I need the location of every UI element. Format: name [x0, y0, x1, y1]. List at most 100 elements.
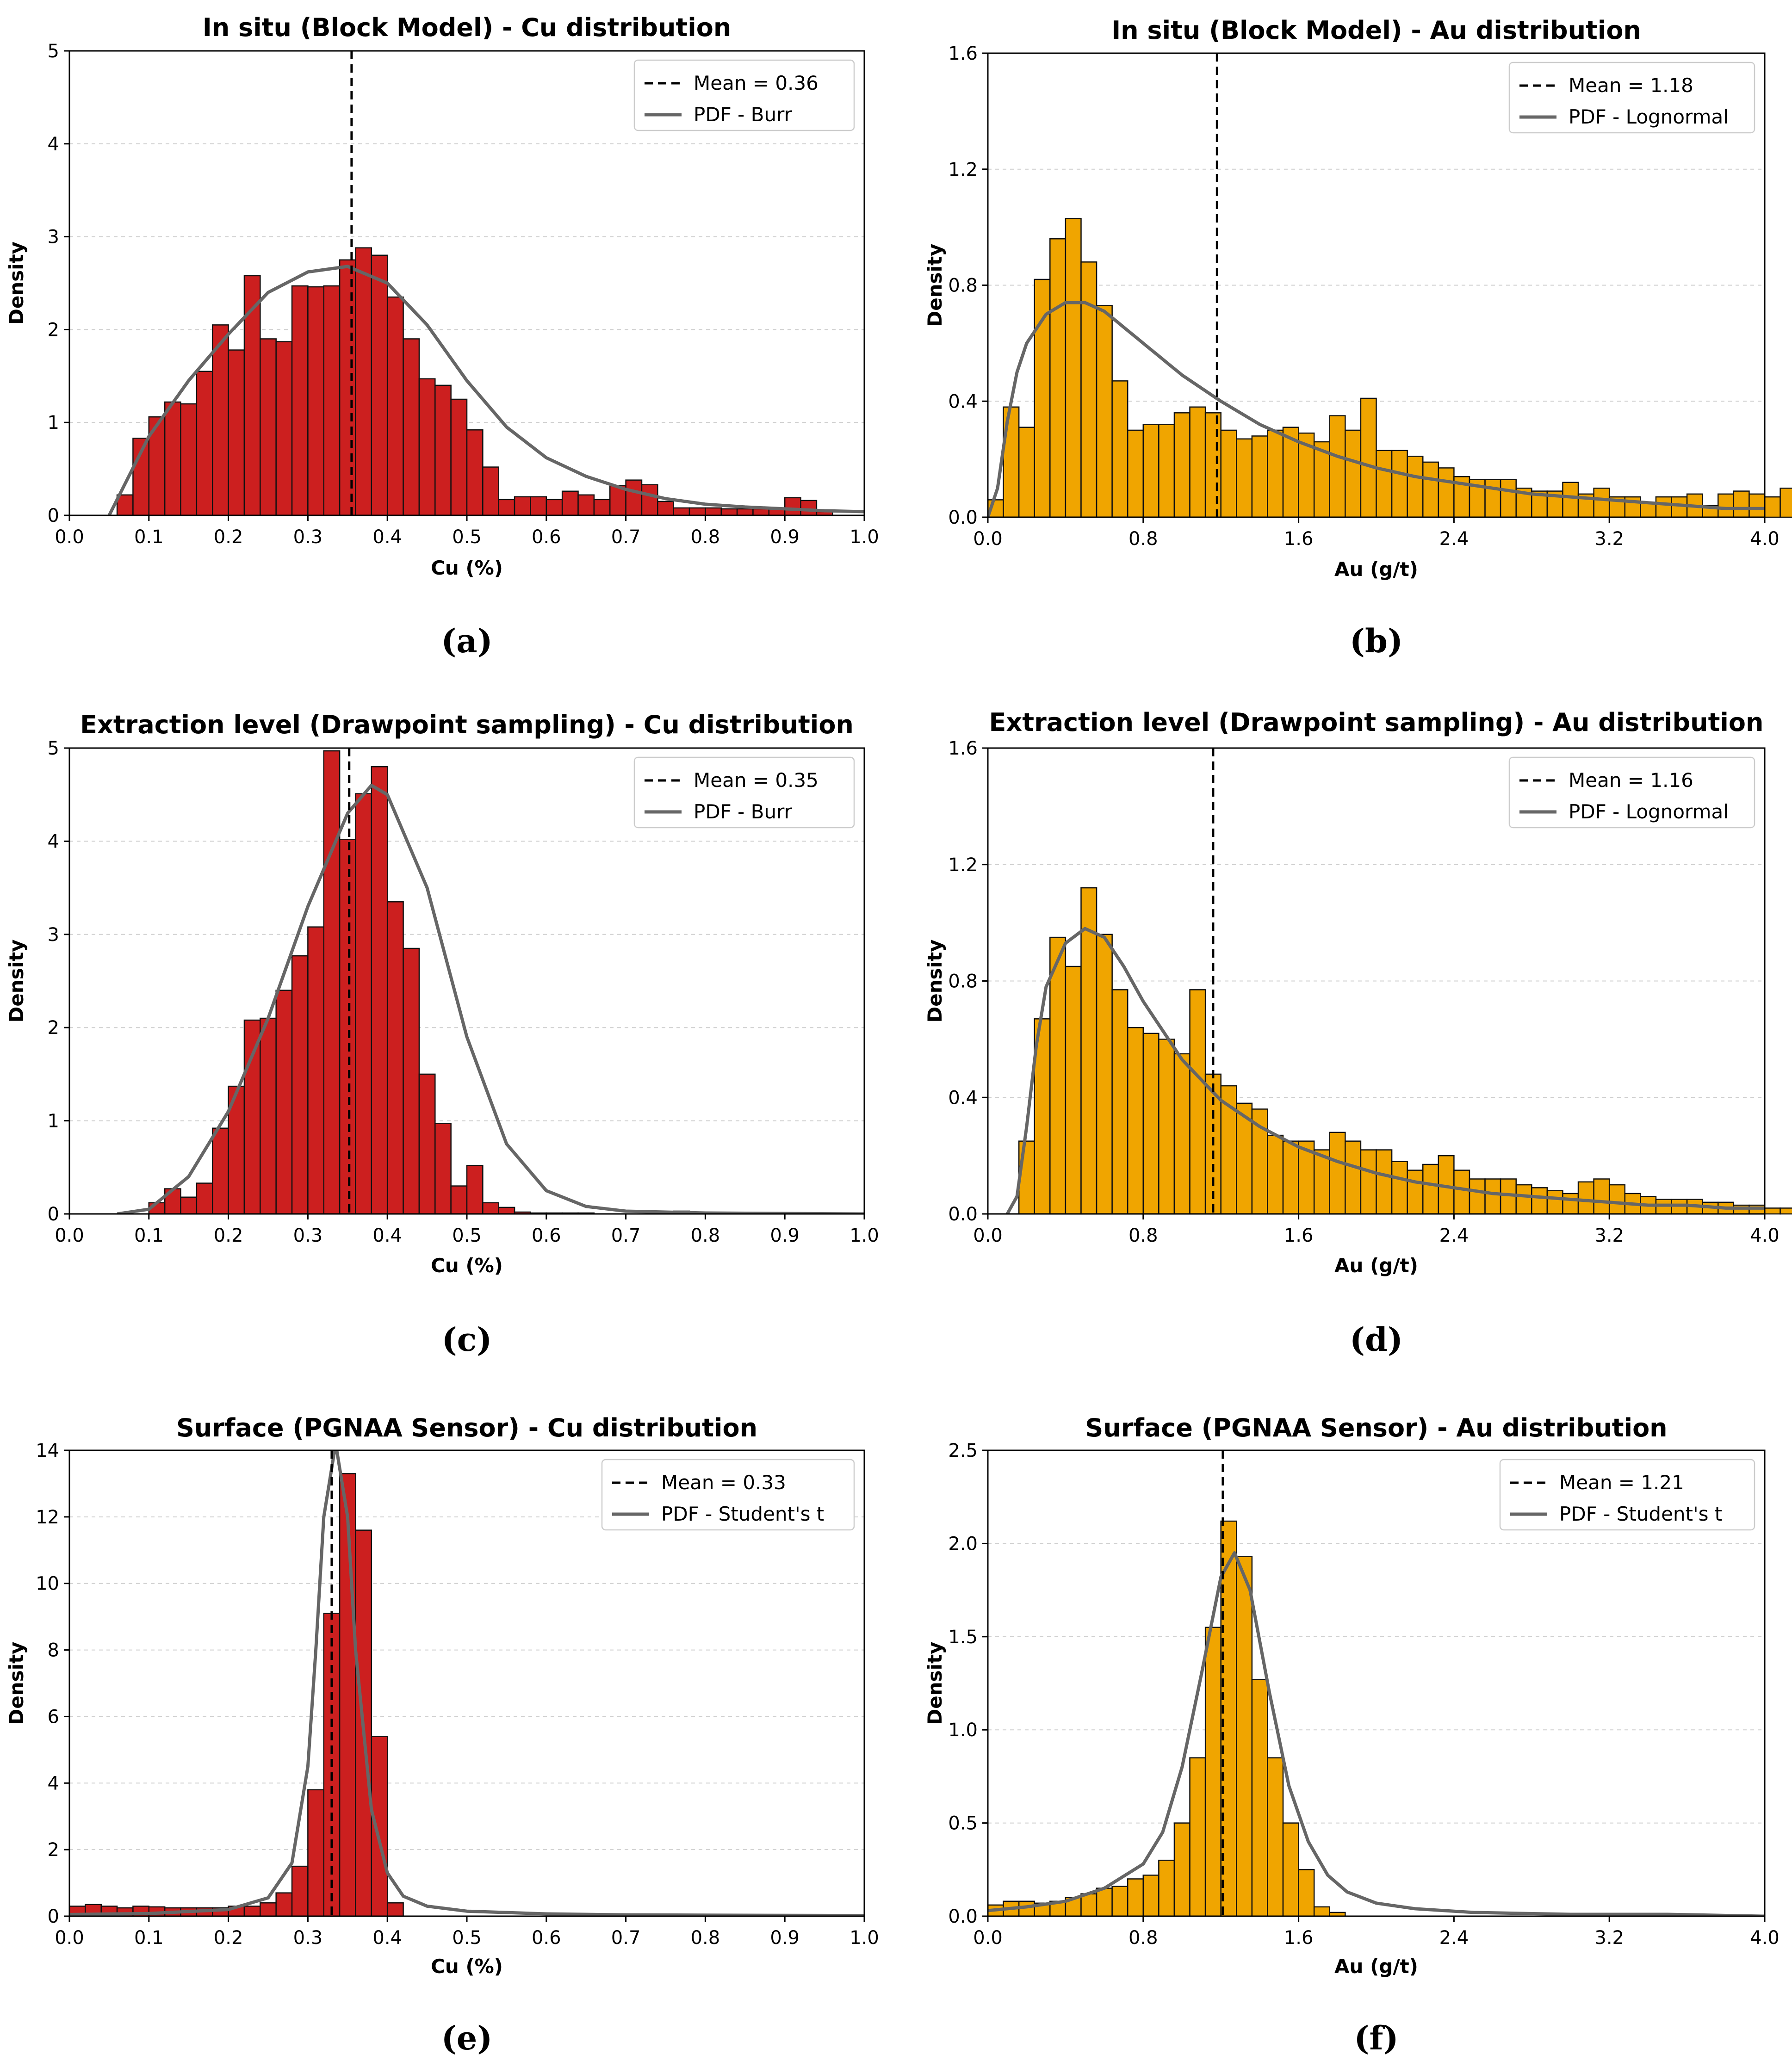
chart-title: In situ (Block Model) - Cu distribution	[203, 13, 732, 42]
histogram-bar	[1127, 1878, 1144, 1917]
histogram-bar	[196, 371, 213, 516]
legend: Mean = 1.21 PDF - Student's t	[1499, 1459, 1755, 1531]
histogram-bar	[1422, 461, 1439, 518]
x-tick-label: 0.0	[55, 1225, 84, 1246]
histogram-bar	[291, 1865, 309, 1917]
x-tick-label: 0.6	[532, 1927, 561, 1949]
histogram-bar	[355, 793, 372, 1215]
x-tick-label: 0.4	[372, 1225, 402, 1246]
histogram-bar	[1267, 1757, 1284, 1917]
histogram-bar	[1376, 450, 1393, 518]
chart-title: In situ (Block Model) - Au distribution	[1111, 16, 1641, 45]
histogram-bar	[1749, 493, 1766, 518]
histogram-bar	[1515, 1184, 1532, 1215]
histogram-bar	[260, 1017, 277, 1215]
x-tick-label: 1.0	[849, 1225, 879, 1246]
histogram-bar	[466, 429, 484, 516]
x-tick-label: 1.6	[1284, 528, 1314, 550]
histogram-bar	[1313, 1149, 1331, 1215]
histogram-bar	[1484, 1178, 1501, 1215]
legend-entry-mean: Mean = 0.36	[694, 72, 818, 94]
legend: Mean = 1.16 PDF - Lognormal	[1508, 756, 1755, 829]
pdf-curve	[988, 1551, 1765, 1916]
histogram-bar	[1593, 488, 1610, 518]
histogram-bar	[1329, 1132, 1346, 1215]
x-tick-label: 0.7	[611, 526, 641, 548]
panel-letter: (f)	[1354, 2019, 1398, 2057]
histogram-bar	[577, 494, 595, 516]
y-tick-label: 0.0	[948, 1204, 978, 1225]
y-tick-label: 4	[48, 134, 59, 155]
legend-entry-mean: Mean = 0.35	[694, 769, 818, 792]
x-axis-label: Au (g/t)	[1334, 1254, 1418, 1277]
histogram-bar	[784, 497, 801, 516]
histogram-bar	[1376, 1149, 1393, 1215]
x-tick-label: 4.0	[1750, 528, 1780, 550]
histogram-bar	[1251, 435, 1268, 518]
x-tick-label: 0.6	[532, 1225, 561, 1246]
chart-title: Surface (PGNAA Sensor) - Au distribution	[1085, 1413, 1667, 1442]
histogram-bar	[1065, 218, 1082, 518]
histogram-bar	[1018, 1140, 1035, 1215]
histogram-bar	[800, 500, 818, 516]
legend-box	[633, 59, 855, 131]
histogram-bar	[1780, 488, 1792, 518]
histogram-bar	[736, 508, 754, 516]
histogram-bar	[211, 324, 229, 516]
x-axis-label: Au (g/t)	[1334, 558, 1418, 581]
histogram-bar	[1500, 479, 1517, 518]
histogram-bar	[1142, 424, 1160, 518]
histogram-bar	[1096, 305, 1113, 518]
x-tick-label: 0.0	[973, 528, 1003, 550]
histogram-bar	[1655, 496, 1672, 518]
x-tick-label: 2.4	[1439, 1927, 1469, 1949]
histogram-bar	[1111, 1886, 1129, 1917]
histogram-bar	[1531, 1187, 1548, 1215]
histogram-bar	[1189, 1757, 1206, 1917]
histogram-bar	[641, 484, 658, 516]
legend-entry-pdf: PDF - Lognormal	[1569, 800, 1729, 823]
histogram-bar	[434, 1123, 452, 1215]
x-tick-label: 0.8	[1129, 1225, 1158, 1246]
histogram-bar	[1391, 1161, 1408, 1215]
x-tick-label: 0.8	[691, 1225, 720, 1246]
x-tick-label: 0.3	[293, 1225, 323, 1246]
histogram-bar	[339, 1473, 356, 1917]
y-axis-label: Density	[924, 243, 946, 327]
chart-panel-5: Surface (PGNAA Sensor) - Cu distribution…	[5, 1413, 879, 2057]
histogram-bar	[1780, 1207, 1792, 1215]
panels-group: In situ (Block Model) - Cu distribution 0…	[5, 13, 1792, 2057]
x-tick-label: 1.6	[1284, 1927, 1314, 1949]
histogram-bar	[625, 479, 643, 516]
chart-title: Surface (PGNAA Sensor) - Cu distribution	[176, 1413, 757, 1442]
x-axis-label: Cu (%)	[431, 1254, 503, 1277]
y-tick-label: 1.6	[948, 43, 978, 64]
x-tick-label: 0.2	[214, 526, 243, 548]
histogram-bar	[673, 507, 690, 516]
panel-letter: (d)	[1350, 1320, 1403, 1359]
histogram-bar	[1764, 496, 1781, 518]
y-tick-label: 1.0	[948, 1720, 978, 1741]
y-tick-label: 0.8	[948, 275, 978, 297]
x-tick-label: 0.0	[55, 1927, 84, 1949]
histogram-bar	[1220, 429, 1237, 518]
histogram-bar	[260, 338, 277, 516]
x-tick-label: 0.4	[372, 1927, 402, 1949]
histogram-bar	[403, 947, 420, 1215]
histogram-bar	[180, 403, 198, 516]
y-tick-label: 2	[48, 1839, 59, 1861]
histogram-bar	[323, 285, 341, 516]
x-tick-label: 0.8	[691, 526, 720, 548]
histogram-bar	[116, 494, 134, 516]
histogram-bar	[1080, 1893, 1098, 1917]
histogram-bar	[482, 1202, 499, 1215]
x-axis-label: Cu (%)	[431, 557, 503, 579]
histogram-bar	[1236, 1556, 1253, 1917]
histogram-bar	[1345, 1140, 1362, 1215]
x-tick-label: 0.1	[134, 1927, 164, 1949]
y-tick-label: 1.5	[948, 1627, 978, 1648]
x-tick-label: 0.7	[611, 1927, 641, 1949]
y-tick-label: 2.0	[948, 1533, 978, 1554]
chart-panel-4: Extraction level (Drawpoint sampling) - …	[924, 708, 1792, 1359]
histogram-bar	[1049, 238, 1067, 518]
